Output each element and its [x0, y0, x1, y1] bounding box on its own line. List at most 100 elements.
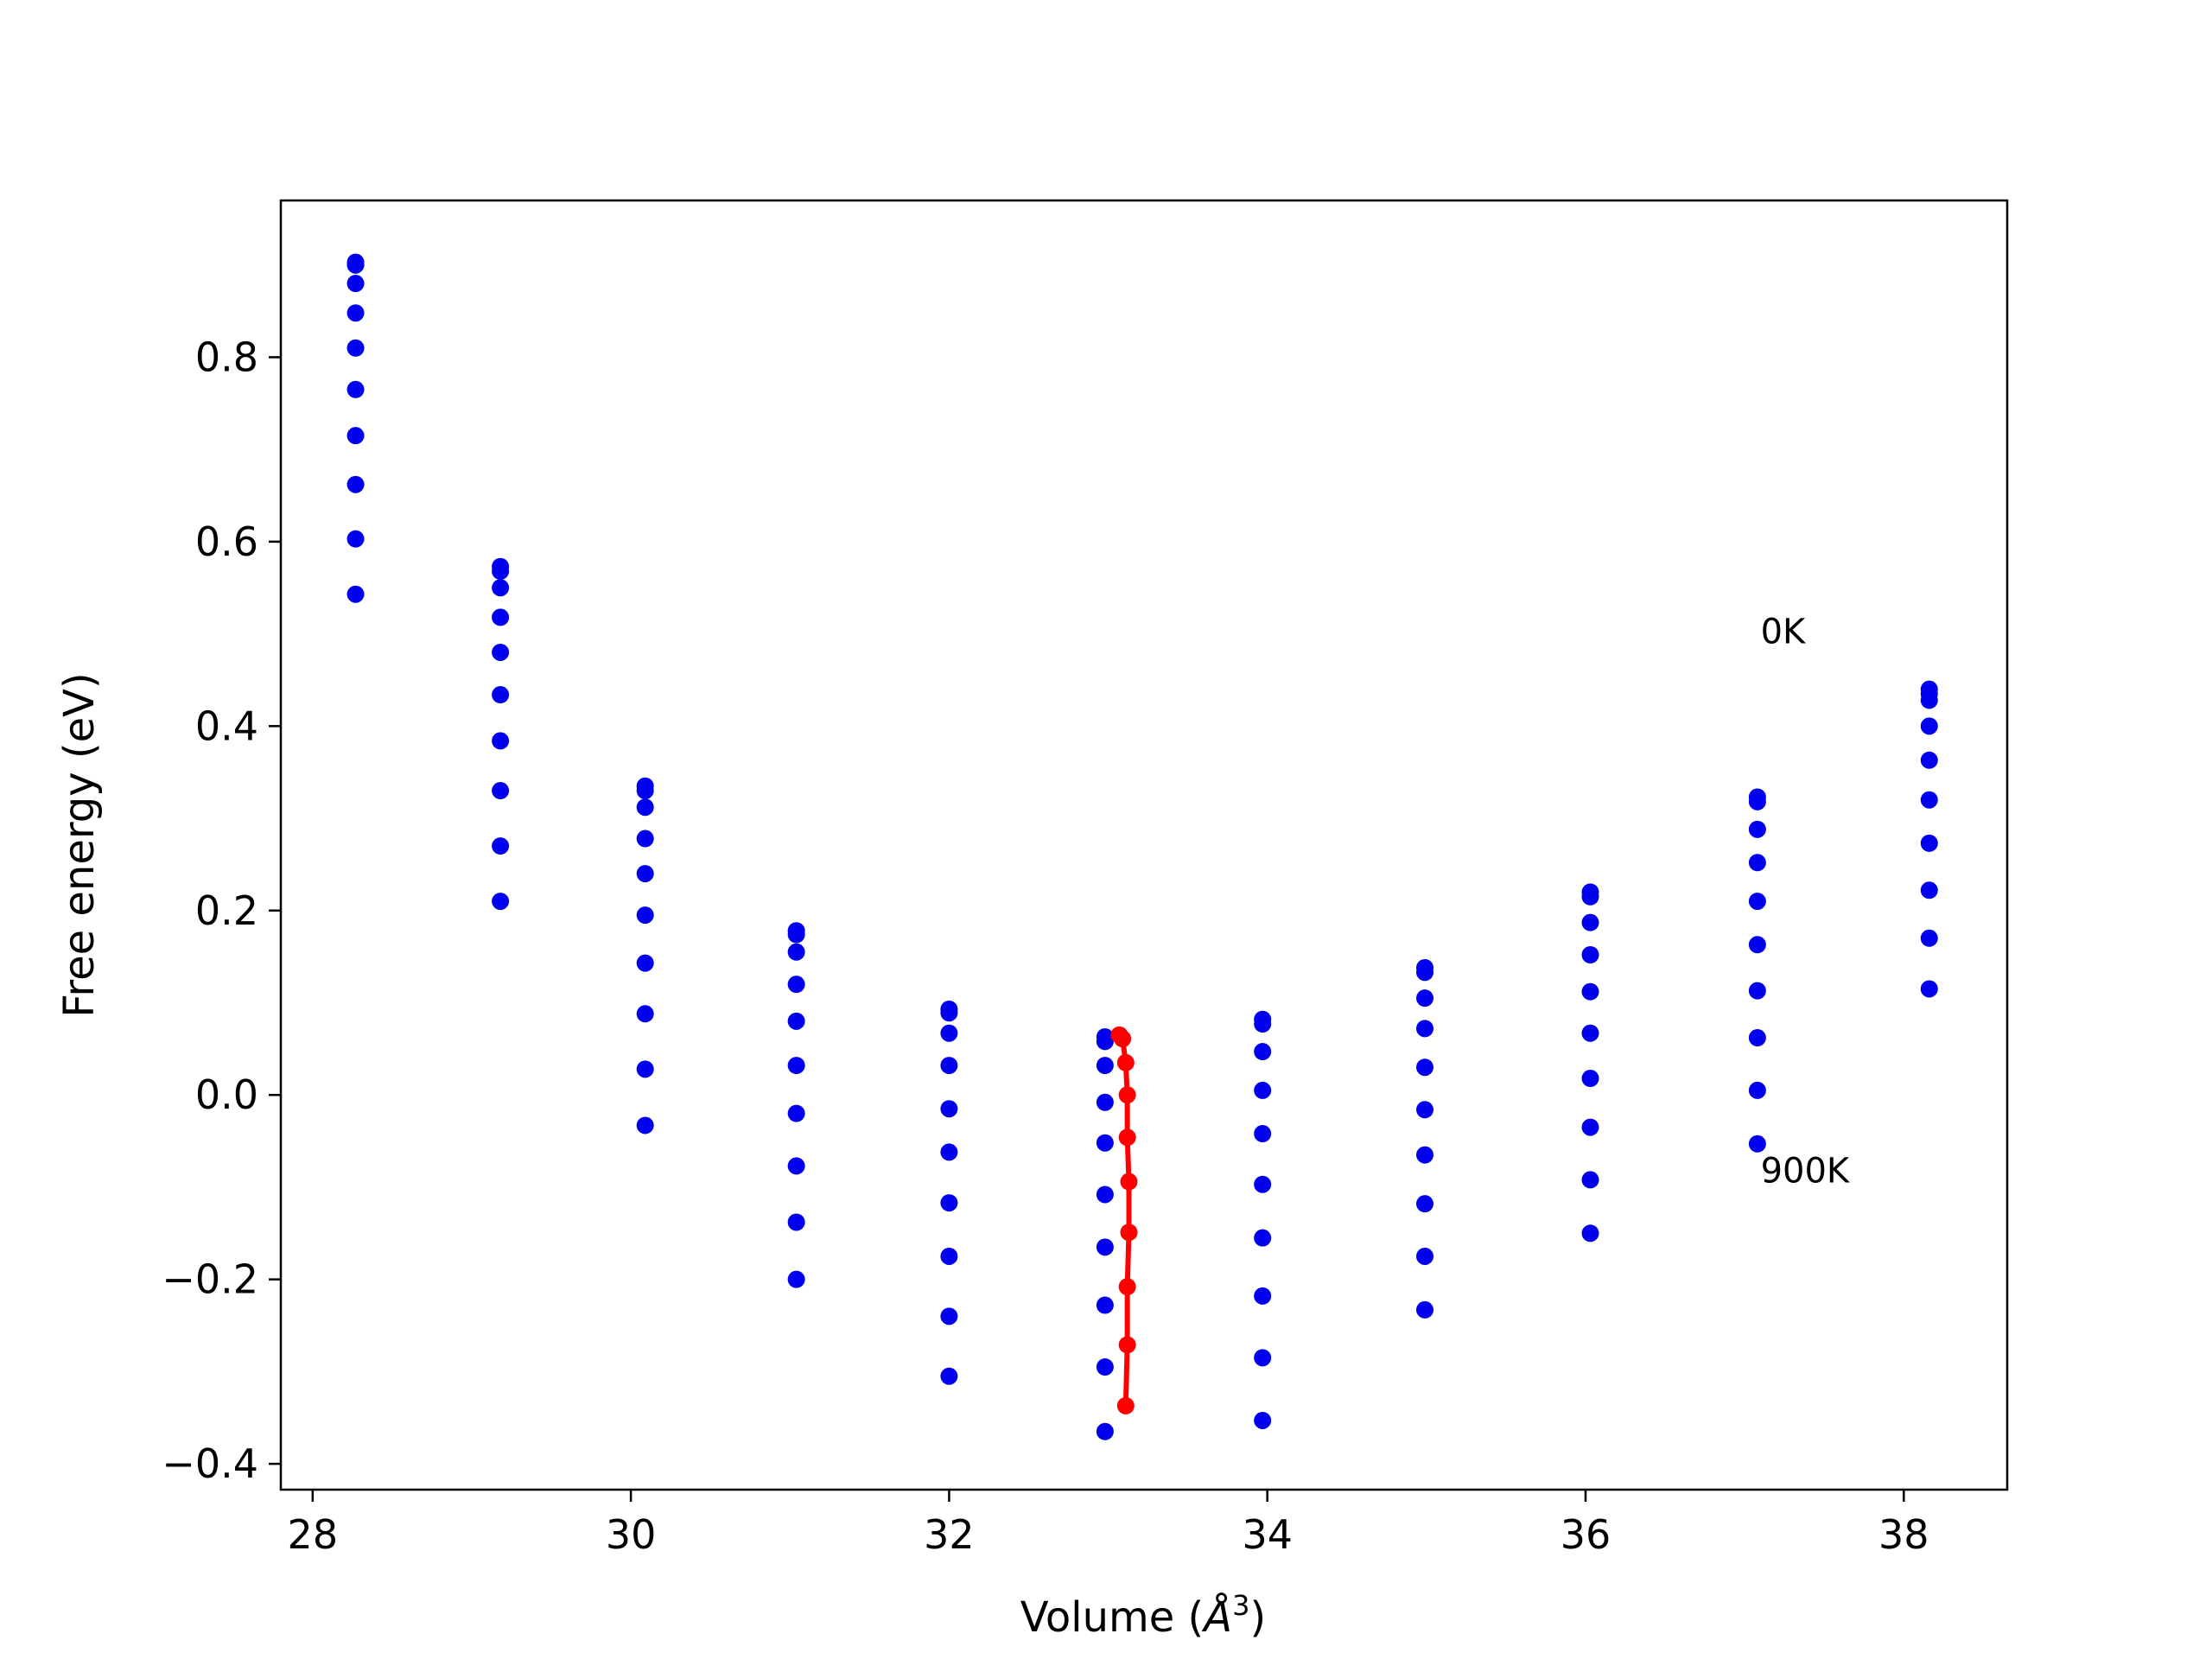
data-point [492, 837, 510, 855]
data-point [1748, 820, 1766, 838]
data-point [1254, 1043, 1272, 1061]
data-point [1254, 1081, 1272, 1099]
x-tick-label: 38 [1878, 1511, 1929, 1558]
data-point [787, 925, 805, 944]
data-point [346, 304, 365, 322]
data-point [636, 1005, 654, 1023]
data-point [346, 585, 365, 603]
data-point [1920, 691, 1938, 709]
data-point [1254, 1411, 1272, 1429]
data-point [1748, 1029, 1766, 1047]
data-point [492, 686, 510, 704]
data-point [1581, 1024, 1599, 1042]
data-point [1748, 893, 1766, 911]
data-point [636, 1060, 654, 1078]
data-point [1920, 834, 1938, 852]
equilibrium-point [1118, 1086, 1136, 1104]
data-point [492, 893, 510, 911]
x-axis-label: Volume (Å3) [1020, 1589, 1266, 1642]
data-point [346, 530, 365, 548]
data-point [492, 643, 510, 661]
data-points [346, 253, 1938, 1440]
data-point [787, 976, 805, 994]
data-point [787, 1157, 805, 1175]
equilibrium-point [1120, 1173, 1138, 1191]
data-point [492, 608, 510, 626]
data-point [1581, 1118, 1599, 1136]
data-point [1416, 1101, 1434, 1119]
data-point [1748, 982, 1766, 1000]
data-point [787, 1104, 805, 1122]
y-tick-label: 0.0 [195, 1071, 258, 1118]
data-point [1254, 1175, 1272, 1193]
equilibrium-path [1117, 1033, 1132, 1406]
data-point [346, 256, 365, 274]
data-point [1581, 1171, 1599, 1189]
y-tick-label: 0.8 [195, 334, 258, 380]
data-point [1096, 1358, 1114, 1376]
data-point [1254, 1349, 1272, 1367]
plot-area [346, 253, 1938, 1440]
data-point [1920, 881, 1938, 899]
x-axis-ticks: 28 30 32 34 36 38 [288, 1490, 1929, 1558]
y-tick-label: −0.4 [162, 1440, 258, 1487]
x-tick-label: 28 [288, 1511, 339, 1558]
annotations: 0K 900K [1761, 612, 1851, 1191]
data-point [1748, 1081, 1766, 1099]
x-tick-label: 36 [1560, 1511, 1611, 1558]
data-point [346, 427, 365, 445]
data-point [1416, 1146, 1434, 1164]
data-point [492, 732, 510, 750]
x-tick-label: 32 [924, 1511, 975, 1558]
data-point [636, 906, 654, 925]
data-point [346, 475, 365, 493]
y-tick-label: 0.4 [195, 702, 258, 749]
data-point [346, 380, 365, 398]
data-point [1748, 792, 1766, 810]
data-point [1096, 1422, 1114, 1440]
equilibrium-point [1118, 1336, 1136, 1354]
data-point [787, 1057, 805, 1075]
data-point [787, 1213, 805, 1231]
data-point [940, 1143, 958, 1161]
data-point [1581, 946, 1599, 963]
data-point [1920, 717, 1938, 735]
y-tick-label: −0.2 [162, 1256, 258, 1303]
equilibrium-line [1110, 1026, 1138, 1414]
data-point [492, 579, 510, 597]
data-point [1096, 1033, 1114, 1051]
data-point [940, 1194, 958, 1212]
data-point [1581, 913, 1599, 931]
data-point [1416, 1195, 1434, 1213]
temperature-annotation: 900K [1761, 1152, 1851, 1192]
data-point [1254, 1287, 1272, 1305]
data-point [940, 1100, 958, 1118]
data-point [1254, 1015, 1272, 1033]
data-point [636, 782, 654, 800]
data-point [1416, 1058, 1434, 1077]
data-point [940, 1024, 958, 1042]
data-point [492, 782, 510, 800]
equilibrium-point [1120, 1224, 1138, 1242]
data-point [346, 275, 365, 293]
data-point [1096, 1057, 1114, 1075]
data-point [636, 830, 654, 848]
data-point [1920, 751, 1938, 769]
data-point [636, 798, 654, 817]
data-point [1748, 936, 1766, 954]
data-point [346, 339, 365, 357]
data-point [636, 1116, 654, 1135]
data-point [1254, 1125, 1272, 1143]
y-axis-ticks: −0.4 −0.2 0.0 0.2 0.4 0.6 0.8 [162, 334, 281, 1487]
x-tick-label: 30 [606, 1511, 657, 1558]
data-point [940, 1004, 958, 1022]
data-point [1748, 854, 1766, 872]
data-point [940, 1307, 958, 1325]
data-point [1096, 1296, 1114, 1314]
data-point [1581, 1224, 1599, 1243]
plot-frame [279, 199, 2009, 1491]
y-tick-label: 0.6 [195, 518, 258, 565]
data-point [636, 954, 654, 972]
data-point [1920, 791, 1938, 809]
